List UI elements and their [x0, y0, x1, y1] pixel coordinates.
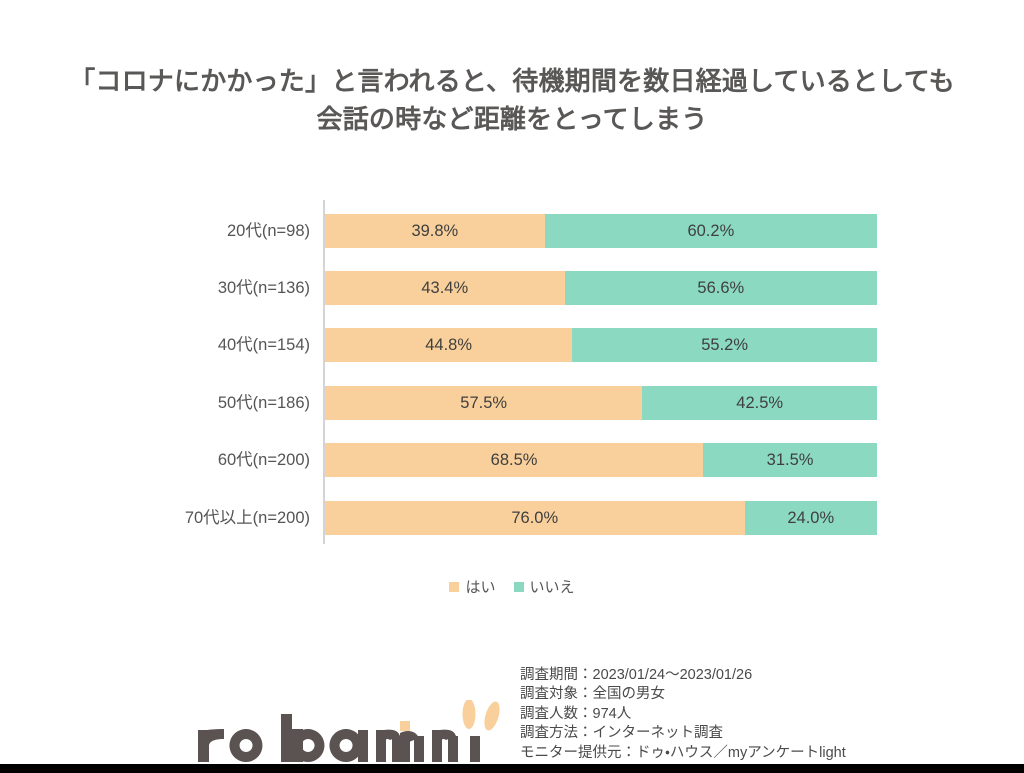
category-label-1: 30代(n=136) [217, 279, 310, 297]
table-row: 60代(n=200) 68.5% 31.5% [0, 443, 1024, 477]
bar-track-3: 57.5% 42.5% [325, 386, 877, 420]
logo-dot-icon [400, 721, 410, 731]
survey-monitor-provider: モニター提供元：ドゥ・ハウス／myアンケートlight [520, 744, 846, 761]
title-line-1: 「コロナにかかった」と言われると、待機期間を数日経過しているとしても [69, 66, 955, 96]
bar-segment-yes-4[interactable]: 68.5% [325, 443, 704, 477]
category-label-5: 70代以上(n=200) [184, 509, 310, 527]
bar-track-0: 39.8% 60.2% [325, 214, 877, 248]
bar-segment-yes-1[interactable]: 43.4% [325, 271, 565, 305]
bar-value-no-3: 42.5% [736, 393, 784, 412]
survey-metadata: 調査期間：2023/01/24〜2023/01/26 調査対象：全国の男女 調査… [520, 666, 920, 763]
table-row: 20代(n=98) 39.8% 60.2% [0, 214, 1024, 248]
stacked-bar-chart: 20代(n=98) 39.8% 60.2% 30代(n=136) 43.4% 5… [0, 196, 1024, 548]
title-line-2: 会話の時など距離をとってしまう [316, 104, 708, 134]
bar-segment-no-5[interactable]: 24.0% [744, 501, 877, 535]
bar-value-yes-5: 76.0% [511, 508, 559, 527]
bar-track-5: 76.0% 24.0% [325, 501, 877, 535]
table-row: 70代以上(n=200) 76.0% 24.0% [0, 501, 1024, 535]
bar-track-2: 44.8% 55.2% [325, 328, 877, 362]
logo-ear-left-icon [462, 700, 476, 729]
bar-value-yes-2: 44.8% [425, 335, 473, 354]
robamimi-logo-icon [198, 700, 500, 762]
category-label-3: 50代(n=186) [217, 394, 310, 412]
legend-item-no[interactable]: いいえ [513, 576, 575, 597]
category-label-0: 20代(n=98) [226, 222, 310, 240]
bar-segment-yes-3[interactable]: 57.5% [325, 386, 643, 420]
robamimi-logo [196, 700, 516, 766]
legend-swatch-no-icon [513, 581, 524, 592]
bar-value-yes-4: 68.5% [490, 450, 538, 469]
legend-label-yes: はい [465, 579, 496, 596]
survey-method: 調査方法：インターネット調査 [520, 725, 723, 742]
bar-track-1: 43.4% 56.6% [325, 271, 877, 305]
bar-value-no-2: 55.2% [701, 335, 749, 354]
bar-segment-yes-5[interactable]: 76.0% [325, 501, 745, 535]
bar-segment-no-1[interactable]: 56.6% [564, 271, 877, 305]
bar-value-no-5: 24.0% [787, 508, 835, 527]
legend-item-yes[interactable]: はい [449, 576, 496, 597]
chart-legend: はい いいえ [0, 576, 1024, 597]
logo-wordmark [198, 714, 480, 762]
category-label-2: 40代(n=154) [217, 336, 310, 354]
logo-ear-right-icon [484, 701, 500, 731]
bar-value-no-1: 56.6% [697, 278, 745, 297]
bar-segment-yes-0[interactable]: 39.8% [325, 214, 545, 248]
bar-segment-yes-2[interactable]: 44.8% [325, 328, 573, 362]
bar-value-no-4: 31.5% [766, 450, 814, 469]
bar-segment-no-3[interactable]: 42.5% [642, 386, 877, 420]
bar-value-no-0: 60.2% [687, 221, 735, 240]
bottom-strip [0, 764, 1024, 773]
bar-value-yes-3: 57.5% [460, 393, 508, 412]
survey-sample-size: 調査人数：974人 [520, 705, 632, 722]
table-row: 40代(n=154) 44.8% 55.2% [0, 328, 1024, 362]
bar-segment-no-0[interactable]: 60.2% [544, 214, 877, 248]
bar-value-yes-0: 39.8% [411, 221, 459, 240]
table-row: 30代(n=136) 43.4% 56.6% [0, 271, 1024, 305]
category-axis-line [323, 200, 325, 544]
survey-period: 調査期間：2023/01/24〜2023/01/26 [520, 667, 753, 683]
legend-label-no: いいえ [529, 579, 575, 596]
legend-swatch-yes-icon [449, 581, 460, 592]
table-row: 50代(n=186) 57.5% 42.5% [0, 386, 1024, 420]
bar-track-4: 68.5% 31.5% [325, 443, 877, 477]
bar-value-yes-1: 43.4% [421, 278, 469, 297]
survey-target: 調査対象：全国の男女 [520, 686, 665, 703]
bar-segment-no-4[interactable]: 31.5% [703, 443, 877, 477]
page-title: 「コロナにかかった」と言われると、待機期間を数日経過しているとしても 会話の時な… [0, 62, 1024, 138]
bar-segment-no-2[interactable]: 55.2% [572, 328, 877, 362]
category-label-4: 60代(n=200) [217, 451, 310, 469]
